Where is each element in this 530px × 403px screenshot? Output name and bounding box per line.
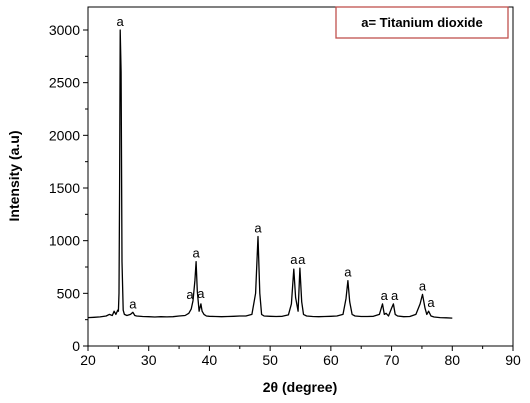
peak-label: a	[298, 252, 306, 267]
y-tick-label: 500	[57, 285, 81, 301]
x-tick-label: 80	[444, 352, 460, 368]
x-tick-label: 20	[80, 352, 96, 368]
peak-label: a	[197, 286, 205, 301]
y-axis-title: Intensity (a.u)	[6, 130, 22, 221]
peak-label: a	[381, 288, 389, 303]
x-tick-label: 90	[505, 352, 521, 368]
peak-label: a	[419, 278, 427, 293]
peak-label: a	[254, 220, 262, 235]
y-tick-label: 2000	[49, 127, 80, 143]
peak-label: a	[186, 287, 194, 302]
x-tick-label: 50	[262, 352, 278, 368]
series-line	[87, 29, 453, 319]
y-tick-label: 3000	[49, 22, 80, 38]
peak-label: a	[391, 288, 399, 303]
legend-text: a= Titanium dioxide	[361, 15, 482, 30]
y-tick-label: 1000	[49, 233, 80, 249]
x-axis-title: 2θ (degree)	[263, 379, 337, 395]
y-tick-label: 0	[72, 338, 80, 354]
y-tick-label: 2500	[49, 75, 80, 91]
peak-label: a	[344, 265, 352, 280]
x-tick-label: 30	[141, 352, 157, 368]
peak-label: a	[290, 252, 298, 267]
legend-box	[335, 6, 509, 39]
y-tick-label: 1500	[49, 180, 80, 196]
plot-frame	[87, 6, 514, 347]
legend: a= Titanium dioxide	[335, 6, 509, 39]
peak-label: a	[427, 295, 435, 310]
x-tick-label: 70	[384, 352, 400, 368]
axis-ticks: 20 30 40 50 60 70 80 90 0 500 1000 1500 2000 2500 3000	[49, 22, 521, 368]
peak-label: a	[129, 296, 137, 311]
peak-label: a	[192, 246, 200, 261]
x-tick-label: 40	[202, 352, 218, 368]
peak-label: a	[117, 14, 125, 29]
x-tick-label: 60	[323, 352, 339, 368]
